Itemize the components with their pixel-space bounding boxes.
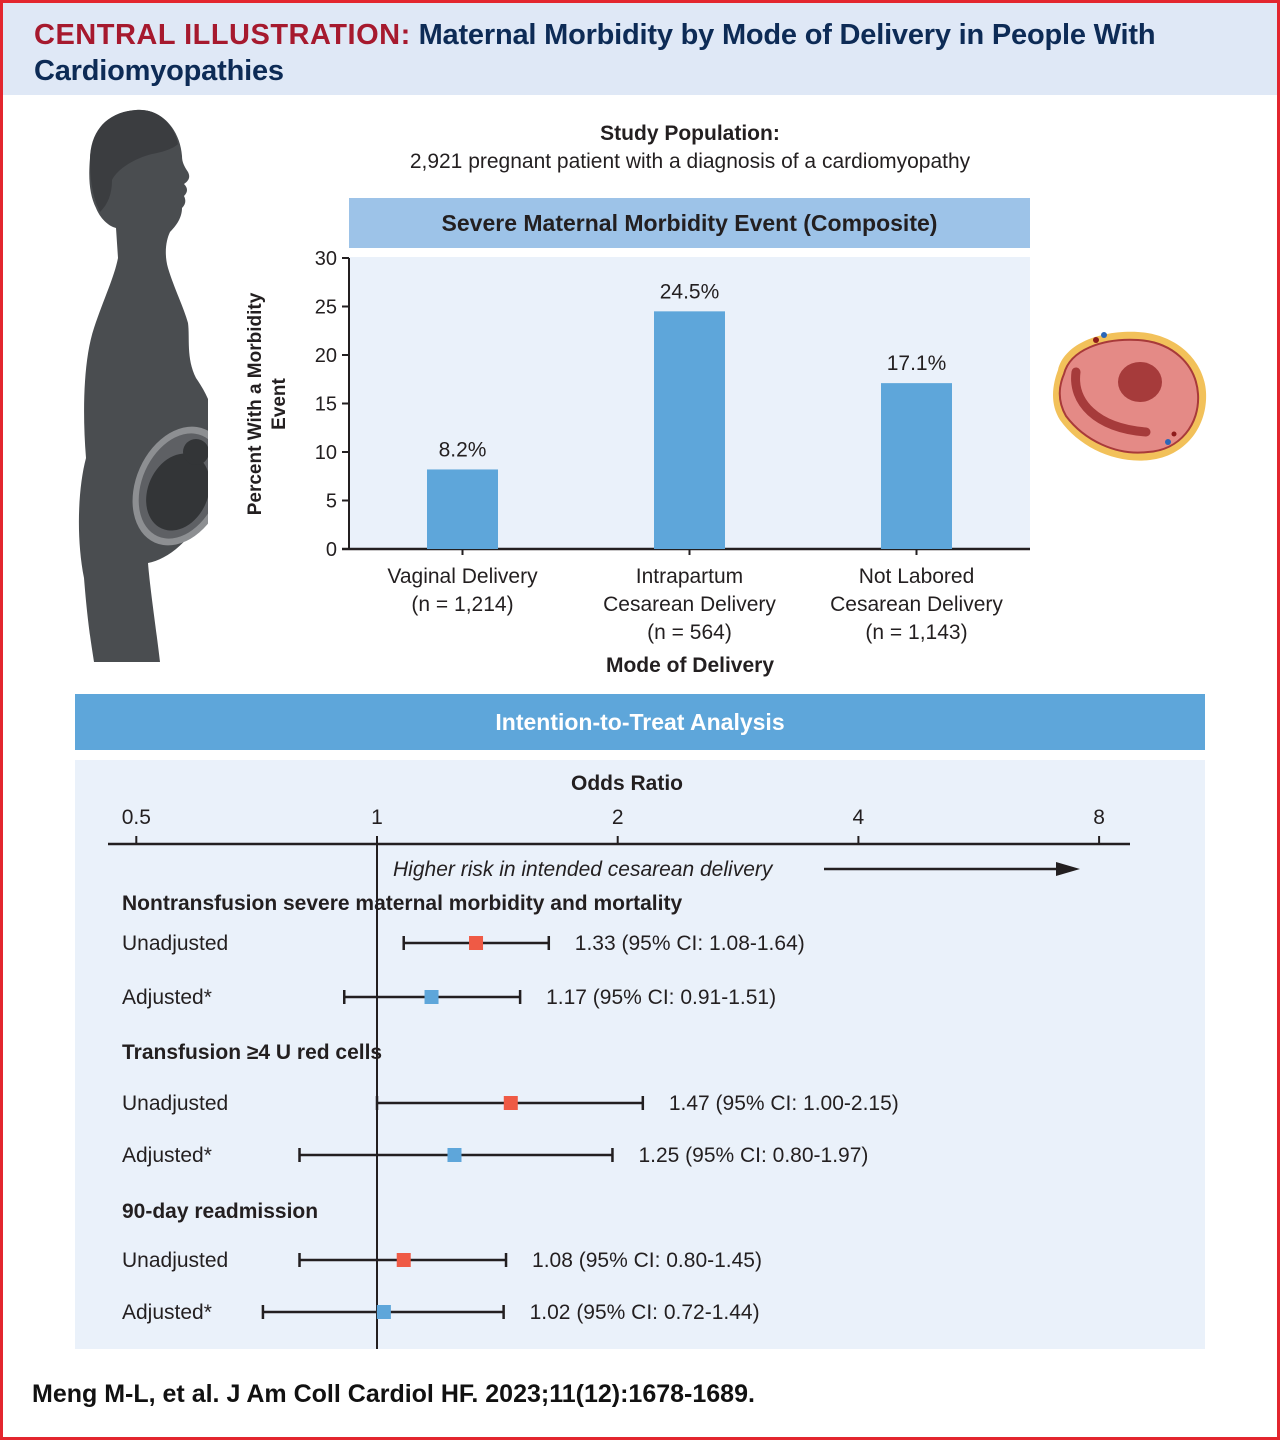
forest-row-label: Adjusted* — [122, 1301, 212, 1324]
x-category-label: Cesarean Delivery — [603, 593, 776, 616]
x-category-label: Vaginal Delivery — [387, 565, 538, 588]
odds-ratio-value: 1.33 (95% CI: 1.08-1.64) — [575, 932, 805, 955]
y-tick-label: 5 — [326, 491, 337, 513]
bar-chart-title: Severe Maternal Morbidity Event (Composi… — [349, 198, 1030, 248]
odds-ratio-marker — [376, 1305, 391, 1319]
heart-cross-section-illustration — [1053, 331, 1207, 461]
odds-ratio-value: 1.47 (95% CI: 1.00-2.15) — [669, 1092, 899, 1115]
odds-ratio-value: 1.25 (95% CI: 0.80-1.97) — [638, 1144, 868, 1167]
pregnant-woman-illustration — [78, 109, 208, 662]
vessel-red-2 — [1171, 431, 1177, 437]
odds-ratio-marker — [469, 936, 484, 950]
forest-row-label: Unadjusted — [122, 1092, 228, 1115]
bar — [654, 311, 725, 549]
odds-ratio-marker — [447, 1148, 462, 1162]
forest-row-label: Unadjusted — [122, 1249, 228, 1272]
bar-chart: 0 5 10 15 20 25 30 8.2% Vaginal Delivery (n = 1,2… — [245, 248, 1030, 677]
vessel-red — [1093, 337, 1099, 343]
x-category-label: (n = 564) — [647, 621, 732, 644]
forest-group-title: Transfusion ≥4 U red cells — [122, 1041, 382, 1064]
forest-x-axis-title: Odds Ratio — [571, 772, 683, 795]
y-tick-label: 20 — [315, 345, 337, 367]
vessel-blue-2 — [1165, 439, 1171, 445]
bar-chart-y-axis-label: Percent With a Morbidity Event — [245, 292, 290, 515]
odds-ratio-marker — [396, 1253, 411, 1267]
citation: Meng M-L, et al. J Am Coll Cardiol HF. 2… — [32, 1380, 755, 1408]
x-category-label: Intrapartum — [636, 565, 743, 588]
y-axis-label-line: Event — [269, 377, 290, 429]
bar-value-label: 8.2% — [439, 438, 487, 461]
y-tick-label: 15 — [315, 394, 337, 416]
odds-ratio-marker — [503, 1096, 518, 1110]
study-population-title: Study Population: — [600, 122, 780, 145]
x-category-label: Not Labored — [859, 565, 975, 588]
fetus-head — [183, 439, 208, 465]
odds-ratio-value: 1.17 (95% CI: 0.91-1.51) — [546, 986, 776, 1009]
forest-row-label: Adjusted* — [122, 1144, 212, 1167]
odds-ratio-marker — [424, 990, 439, 1004]
y-tick-label: 0 — [326, 539, 337, 561]
forest-x-tick-label: 2 — [612, 806, 624, 829]
fetus — [146, 453, 208, 531]
bar-chart-x-axis-label: Mode of Delivery — [606, 654, 774, 677]
study-population-description: 2,921 pregnant patient with a diagnosis … — [409, 150, 971, 173]
x-category-label: (n = 1,214) — [411, 593, 513, 616]
title-prefix: CENTRAL ILLUSTRATION: — [34, 19, 411, 51]
forest-plot-panel — [75, 760, 1205, 1349]
forest-row-label: Adjusted* — [122, 986, 212, 1009]
title-text: Maternal Morbidity by Mode of Delivery i… — [34, 19, 1156, 87]
left-ventricle-cavity — [1118, 362, 1162, 402]
figure-title: CENTRAL ILLUSTRATION: Maternal Morbidity… — [34, 17, 1234, 89]
forest-row-label: Unadjusted — [122, 932, 228, 955]
forest-x-tick-label: 8 — [1093, 806, 1105, 829]
x-category-label: (n = 1,143) — [865, 621, 967, 644]
forest-group-title: 90-day readmission — [122, 1200, 318, 1223]
y-tick-label: 10 — [315, 442, 337, 464]
y-tick-label: 30 — [315, 248, 337, 270]
arrow-right-icon — [1056, 862, 1080, 876]
x-category-label: Cesarean Delivery — [830, 593, 1003, 616]
bar-value-label: 17.1% — [887, 352, 947, 375]
odds-ratio-value: 1.08 (95% CI: 0.80-1.45) — [532, 1249, 762, 1272]
forest-x-tick-label: 0.5 — [122, 806, 151, 829]
right-ventricle-cavity — [1071, 367, 1151, 437]
odds-ratio-value: 1.02 (95% CI: 0.72-1.44) — [530, 1301, 760, 1324]
bar — [427, 469, 498, 549]
itt-banner: Intention-to-Treat Analysis — [75, 694, 1205, 750]
y-axis-label-line: Percent With a Morbidity — [245, 292, 266, 515]
bar — [881, 383, 952, 549]
forest-x-tick-label: 4 — [853, 806, 865, 829]
direction-annotation: Higher risk in intended cesarean deliver… — [393, 858, 774, 881]
header-band: CENTRAL ILLUSTRATION: Maternal Morbidity… — [3, 3, 1277, 95]
bar-value-label: 24.5% — [660, 280, 720, 303]
forest-group-title: Nontransfusion severe maternal morbidity… — [122, 892, 682, 915]
forest-x-tick-label: 1 — [371, 806, 383, 829]
y-tick-label: 25 — [315, 297, 337, 319]
vessel-blue — [1101, 332, 1107, 338]
woman-hair — [90, 109, 178, 212]
